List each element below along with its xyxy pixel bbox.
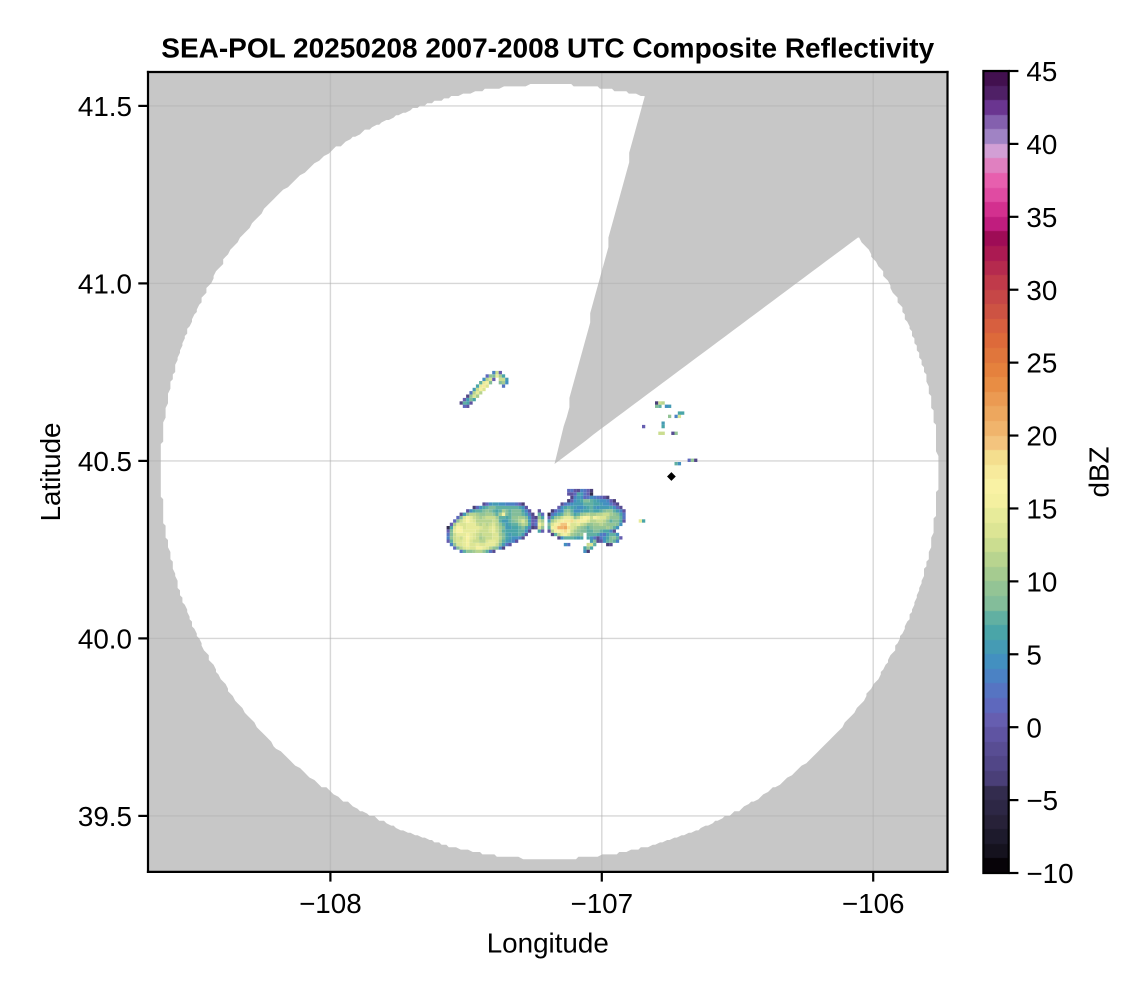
svg-text:Latitude: Latitude	[35, 422, 66, 521]
svg-text:40.0: 40.0	[78, 623, 132, 654]
svg-text:39.5: 39.5	[78, 801, 132, 832]
svg-text:45: 45	[1026, 56, 1057, 87]
svg-text:0: 0	[1026, 712, 1041, 743]
svg-text:Longitude: Longitude	[487, 928, 609, 959]
svg-text:41.0: 41.0	[78, 268, 132, 299]
svg-text:−106: −106	[842, 888, 905, 919]
svg-text:−10: −10	[1026, 858, 1073, 889]
svg-text:5: 5	[1026, 639, 1041, 670]
svg-text:−5: −5	[1026, 785, 1058, 816]
svg-text:40.5: 40.5	[78, 446, 132, 477]
svg-text:25: 25	[1026, 348, 1057, 379]
svg-text:−108: −108	[299, 888, 362, 919]
svg-text:40: 40	[1026, 129, 1057, 160]
svg-text:SEA-POL 20250208 2007-2008 UTC: SEA-POL 20250208 2007-2008 UTC Composite…	[161, 33, 934, 64]
svg-text:−107: −107	[570, 888, 633, 919]
svg-text:20: 20	[1026, 421, 1057, 452]
svg-text:dBZ: dBZ	[1084, 446, 1115, 497]
svg-text:41.5: 41.5	[78, 91, 132, 122]
svg-text:35: 35	[1026, 202, 1057, 233]
svg-text:30: 30	[1026, 275, 1057, 306]
svg-text:10: 10	[1026, 566, 1057, 597]
svg-text:15: 15	[1026, 494, 1057, 525]
